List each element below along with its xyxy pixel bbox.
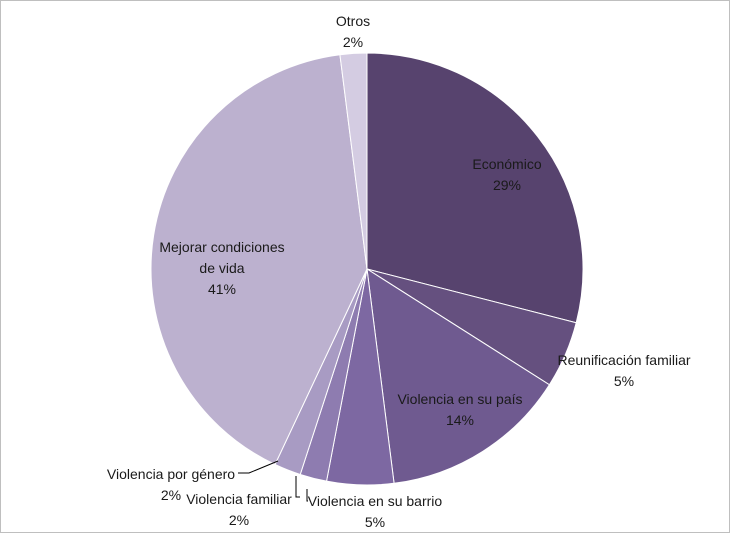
pie-slice-violencia-en-su-pais [366,268,551,484]
slice-label-violencia-por-genero: Violencia por género 2% [107,466,235,503]
leader-line-violencia-en-su-barrio [306,489,308,502]
slice-label-violencia-en-su-barrio: Violencia en su barrio 5% [308,493,443,530]
pie-slice-economico [366,52,584,324]
slices-layer [150,52,584,486]
slice-label-mejorar-condiciones-de-vida: Mejorar condiciones de vida 41% [159,239,284,297]
slice-percent-label: 2% [343,34,363,50]
slice-category-label: Reunificación familiar [557,352,690,368]
slice-percent-label: 2% [229,512,249,528]
leader-line-violencia-familiar [295,476,300,498]
pie-slice-mejorar-condiciones-de-vida [150,54,368,466]
slice-label-violencia-familiar: Violencia familiar 2% [186,491,292,528]
slice-label-economico: Económico 29% [472,156,541,193]
slice-category-label: Violencia en su barrio [308,493,443,509]
slice-percent-label: 2% [161,487,181,503]
slice-category-label: Mejorar condiciones [159,239,284,255]
leader-lines [238,460,308,502]
slice-category-label: Otros [336,13,370,29]
slice-category-label: Violencia en su país [397,391,522,407]
slice-category-label: de vida [199,260,244,276]
slice-category-label: Violencia familiar [186,491,292,507]
slice-percent-label: 29% [493,177,521,193]
slice-percent-label: 41% [208,281,236,297]
slice-percent-label: 5% [614,373,634,389]
slice-percent-label: 14% [446,412,474,428]
slice-category-label: Económico [472,156,541,172]
slice-label-otros: Otros 2% [336,13,370,50]
slice-label-reunificacion-familiar: Reunificación familiar 5% [557,352,690,389]
pie-slice-otros [339,52,368,270]
slice-percent-label: 5% [365,514,385,530]
slice-category-label: Violencia por género [107,466,235,482]
leader-line-violencia-por-genero [238,460,279,474]
slice-label-violencia-en-su-pais: Violencia en su país 14% [397,391,522,428]
labels-layer: Económico 29%Reunificación familiar 5%Viol… [107,13,691,530]
